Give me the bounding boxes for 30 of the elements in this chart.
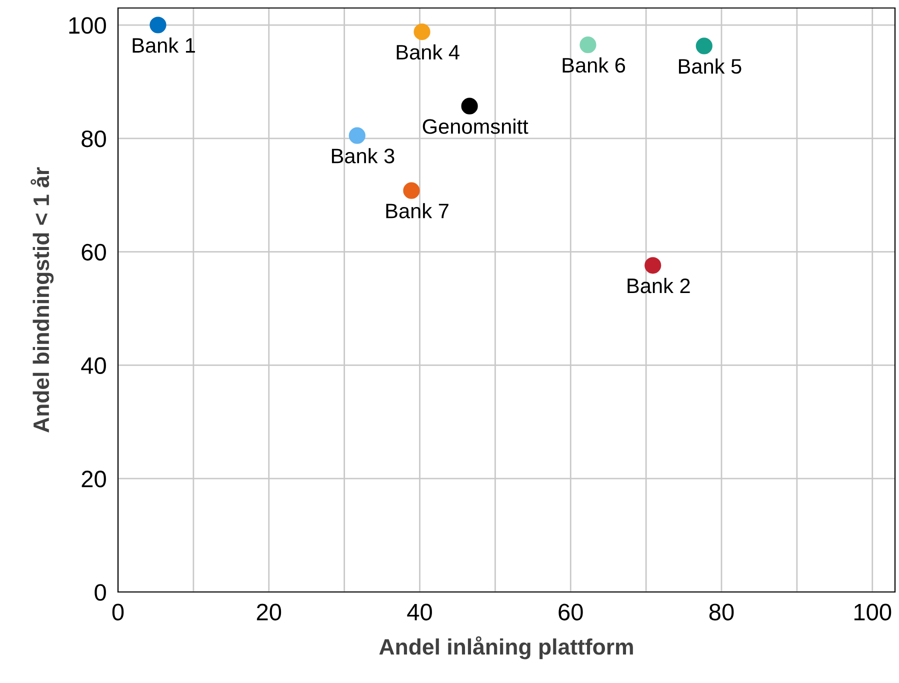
- y-tick-label: 80: [82, 130, 106, 148]
- series-label: Bank 5: [678, 58, 742, 74]
- series-label: Bank 3: [332, 148, 394, 164]
- x-tick-label: 60: [558, 604, 583, 620]
- y-axis-title: Andel bindningstid < 1 år: [30, 167, 54, 432]
- point: [461, 98, 478, 114]
- point: [696, 38, 712, 54]
- x-axis-title: Andel inlåning plattform: [379, 636, 633, 660]
- y-tick-label: 60: [82, 244, 106, 261]
- point: [403, 182, 420, 199]
- series-label: Bank 4: [396, 44, 460, 60]
- point: [580, 36, 596, 54]
- point: [348, 127, 366, 144]
- x-tick-label: 100: [854, 604, 892, 620]
- x-tick-label: 20: [256, 604, 282, 620]
- point: [644, 257, 662, 274]
- point: [414, 24, 430, 40]
- point: [150, 16, 166, 34]
- y-tick-label: 20: [82, 470, 106, 488]
- series-label: Genomsnitt: [422, 118, 528, 134]
- y-tick-label: 100: [69, 17, 106, 34]
- y-tick-label: 40: [81, 357, 106, 374]
- x-tick-label: 0: [112, 604, 124, 620]
- series-label: Bank 2: [628, 278, 690, 294]
- x-tick-label: 80: [709, 604, 734, 620]
- series-label: Bank 1: [132, 38, 195, 53]
- x-tick-label: 40: [407, 604, 432, 620]
- y-tick-label: 0: [94, 584, 106, 601]
- series-label: Bank 7: [386, 203, 448, 218]
- series-label: Bank 6: [562, 57, 626, 73]
